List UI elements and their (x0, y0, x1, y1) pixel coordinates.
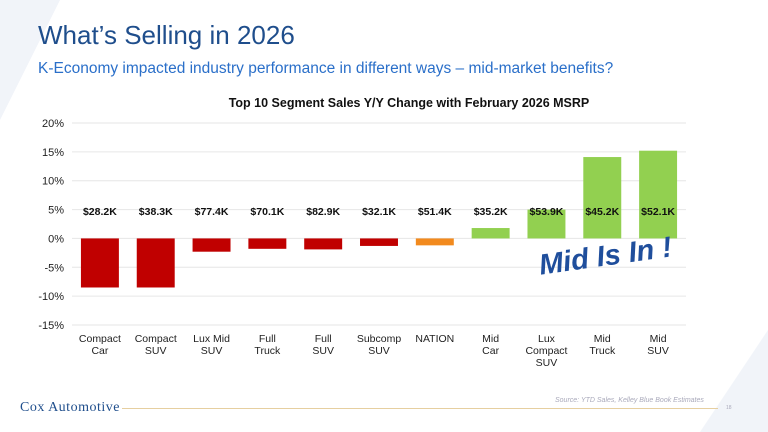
x-tick-label: Car (91, 345, 108, 357)
page-number: 18 (726, 405, 732, 411)
x-tick-label: Mid (482, 333, 499, 345)
msrp-data-label: $53.9K (530, 206, 564, 218)
x-tick-label: Mid (650, 333, 667, 345)
x-tick-label: Mid (594, 333, 611, 345)
y-tick-label: 0% (48, 233, 64, 245)
bar (471, 228, 510, 239)
msrp-data-label: $77.4K (195, 206, 229, 218)
chart-title: Top 10 Segment Sales Y/Y Change with Feb… (228, 96, 590, 110)
x-tick-label: SUV (145, 345, 167, 357)
bar (248, 238, 287, 249)
x-tick-label: SUV (368, 345, 390, 357)
bar (415, 238, 454, 246)
msrp-data-label: $38.3K (139, 206, 173, 218)
msrp-data-label: $70.1K (250, 206, 284, 218)
y-tick-label: 15% (42, 147, 64, 159)
bar (136, 238, 175, 288)
page-title: What’s Selling in 2026 (38, 20, 295, 50)
msrp-data-label: $52.1K (641, 206, 675, 218)
y-tick-label: -5% (44, 262, 64, 274)
x-tick-label: Full (315, 333, 332, 345)
msrp-data-label: $35.2K (474, 206, 508, 218)
bar (639, 150, 678, 239)
bar (80, 238, 119, 288)
msrp-data-label: $82.9K (306, 206, 340, 218)
x-tick-label: Compact (79, 333, 121, 345)
bar (583, 157, 622, 239)
y-tick-label: -15% (38, 320, 64, 332)
x-tick-label: SUV (201, 345, 223, 357)
x-tick-label: SUV (536, 357, 558, 369)
x-tick-label: SUV (312, 345, 334, 357)
bar (304, 238, 343, 250)
x-tick-label: Truck (589, 345, 616, 357)
x-tick-label: Truck (254, 345, 281, 357)
x-tick-label: Car (482, 345, 499, 357)
x-tick-label: Subcomp (357, 333, 402, 345)
x-tick-label: NATION (415, 333, 454, 345)
source-note: Source: YTD Sales, Kelley Blue Book Esti… (555, 397, 704, 404)
bar (360, 238, 398, 246)
x-tick-label: Full (259, 333, 276, 345)
x-tick-label: Lux (538, 333, 556, 345)
msrp-data-label: $28.2K (83, 206, 117, 218)
y-tick-label: -10% (38, 291, 64, 303)
footer-divider (122, 408, 718, 409)
bar (192, 238, 231, 252)
x-tick-label: SUV (647, 345, 669, 357)
msrp-data-label: $45.2K (585, 206, 619, 218)
msrp-data-label: $32.1K (362, 206, 396, 218)
msrp-data-label: $51.4K (418, 206, 452, 218)
y-tick-label: 10% (42, 176, 64, 188)
cox-automotive-logo: Cox Automotive (20, 400, 120, 415)
y-tick-label: 20% (42, 118, 64, 130)
bar (527, 209, 566, 239)
y-tick-label: 5% (48, 205, 64, 217)
x-tick-label: Compact (525, 345, 567, 357)
x-tick-label: Compact (135, 333, 177, 345)
page-subtitle: K-Economy impacted industry performance … (38, 60, 614, 77)
x-tick-label: Lux Mid (193, 333, 230, 345)
